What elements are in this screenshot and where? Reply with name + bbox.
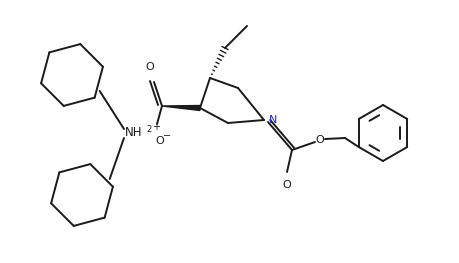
Text: O: O	[146, 62, 154, 72]
Text: −: −	[162, 131, 171, 141]
Text: NH: NH	[125, 127, 142, 139]
Text: O: O	[315, 135, 324, 145]
Text: N: N	[269, 115, 277, 125]
Text: +: +	[151, 122, 160, 132]
Polygon shape	[162, 105, 200, 110]
Text: 2: 2	[146, 124, 151, 134]
Text: O: O	[155, 136, 164, 146]
Text: O: O	[282, 180, 291, 190]
